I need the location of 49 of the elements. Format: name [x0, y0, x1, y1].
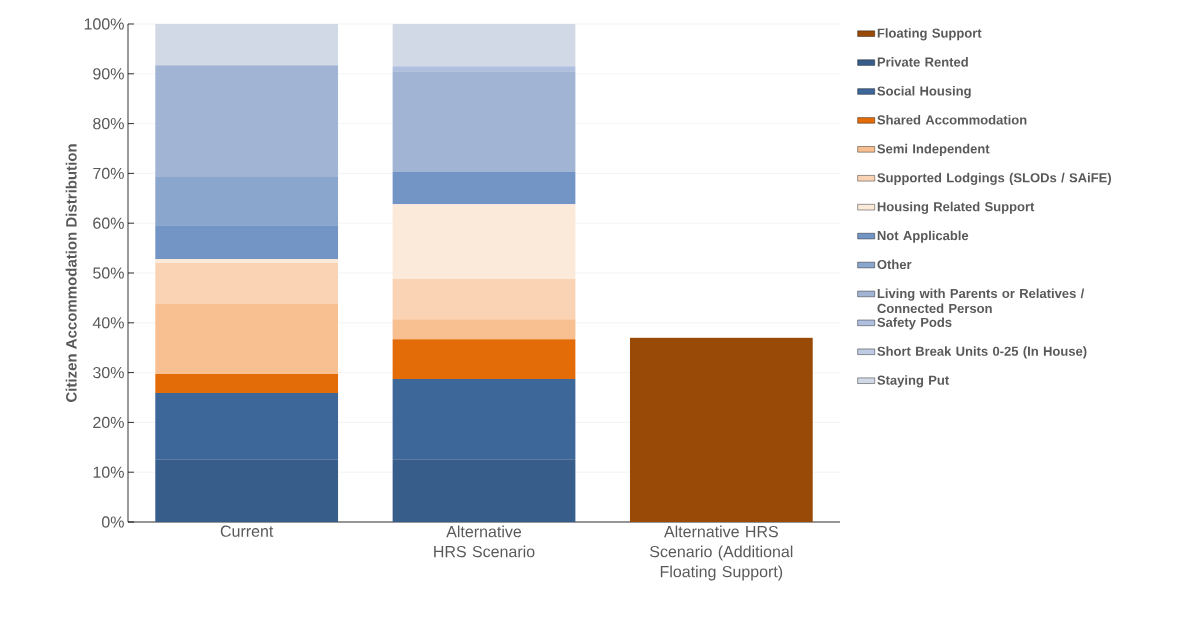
legend-label: Not Applicable [877, 230, 969, 243]
legend-label: Shared Accommodation [877, 114, 1027, 125]
legend-label: Semi Independent [877, 143, 990, 156]
y-tick-label: 0% [101, 516, 124, 528]
y-tick-label: 10% [93, 466, 124, 478]
bar [155, 303, 339, 375]
bar [392, 71, 576, 172]
y-tick-label: 80% [93, 117, 124, 130]
legend-label: Other [877, 259, 912, 270]
bar [155, 263, 339, 304]
bar [392, 319, 576, 340]
bar [155, 374, 339, 394]
legend-label: Supported Lodgings (SLODs / SAiFE) [877, 172, 1112, 185]
legend-label: Staying Put [877, 375, 949, 388]
y-tick-label: 30% [93, 366, 124, 379]
legend-label: Floating Support [877, 28, 982, 41]
bar [392, 66, 576, 72]
bar [155, 459, 339, 522]
bar [155, 24, 339, 66]
bar [629, 337, 813, 522]
bar [155, 393, 339, 460]
bar [392, 24, 576, 67]
y-tick-label: 60% [93, 217, 124, 229]
bar [392, 171, 576, 205]
legend-label: Living with Parents or Relatives / Connected Person [877, 288, 1085, 314]
bar [155, 225, 339, 260]
legend-label: Housing Related Support [877, 201, 1035, 214]
legend-label: Social Housing [877, 86, 971, 99]
x-tick-label: Alternative HRS Scenario [434, 525, 535, 558]
legend-label: Safety Pods [877, 317, 952, 330]
legend-label: Private Rented [877, 57, 968, 67]
y-axis-title: Citizen Accommodation Distribution [65, 144, 77, 402]
bar [392, 339, 576, 380]
bar [155, 65, 339, 177]
legend-label: Short Break Units 0-25 (In House) [877, 346, 1087, 359]
y-tick-label: 70% [93, 167, 124, 180]
y-tick-label: 20% [93, 416, 124, 429]
bar [392, 379, 576, 460]
y-tick-label: 90% [93, 68, 124, 80]
bar [392, 278, 576, 320]
y-tick-label: 100% [84, 18, 124, 30]
x-tick-label: Alternative HRS Scenario (Additional Floating Support) [650, 525, 793, 581]
bar [155, 176, 339, 226]
x-tick-label: Current [220, 525, 274, 537]
y-tick-label: 50% [93, 267, 124, 279]
bar [392, 459, 576, 522]
bar [155, 259, 339, 264]
y-tick-label: 40% [92, 317, 124, 329]
bar [392, 204, 576, 279]
